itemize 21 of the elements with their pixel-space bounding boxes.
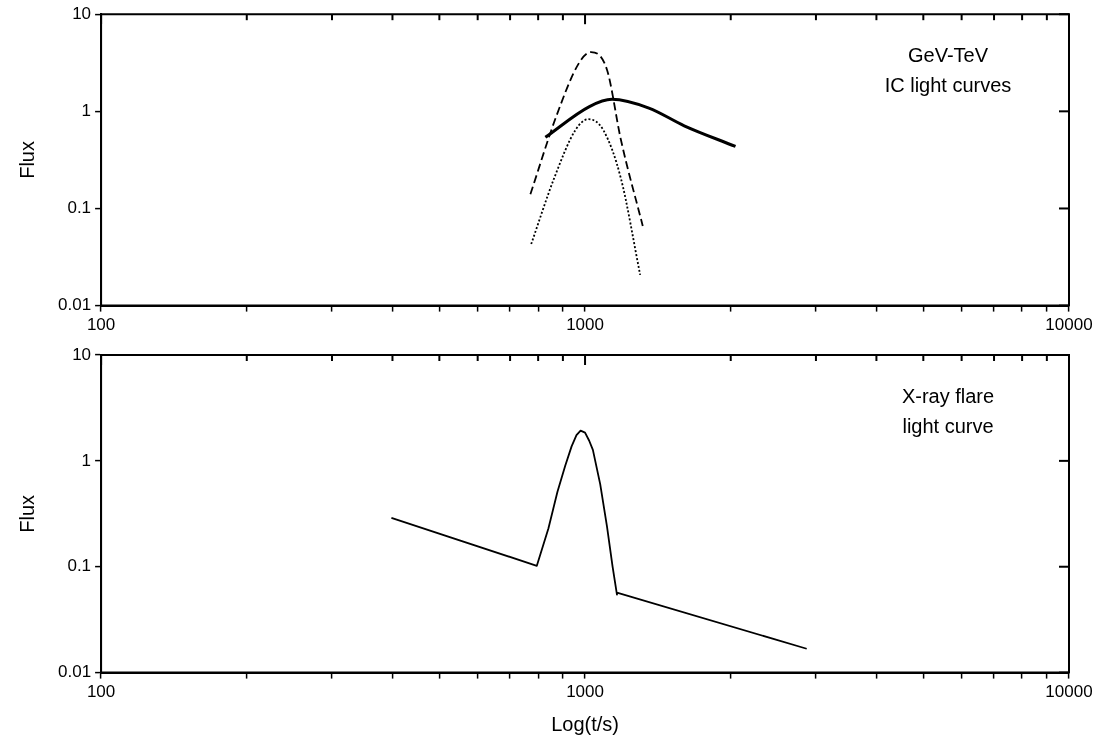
y-axis-title: Flux	[15, 494, 38, 533]
y-tick-label: 0.1	[67, 556, 92, 576]
annotation: GeV-TeV	[907, 43, 989, 66]
x-tick-label: 1000	[566, 315, 604, 335]
y-tick-label: 1	[81, 101, 92, 121]
y-tick-label: 0.01	[57, 295, 92, 315]
y-axis-title: Flux	[15, 141, 38, 179]
annotation: light curve	[902, 414, 994, 437]
x-tick-label: 1000	[566, 682, 604, 702]
y-tick-label: 10	[72, 344, 92, 364]
x-tick-label: 10000	[1045, 315, 1093, 335]
y-tick-label: 0.01	[57, 662, 92, 682]
annotation: X-ray flare	[901, 384, 995, 407]
annotation: IC light curves	[884, 73, 1012, 96]
y-tick-label: 10	[72, 3, 92, 23]
x-tick-label: 100	[86, 315, 116, 335]
x-axis-title: Log(t/s)	[551, 712, 619, 735]
y-tick-label: 0.1	[67, 198, 92, 218]
x-tick-label: 10000	[1045, 682, 1093, 702]
x-tick-label: 100	[86, 682, 116, 702]
y-tick-label: 1	[81, 450, 92, 470]
